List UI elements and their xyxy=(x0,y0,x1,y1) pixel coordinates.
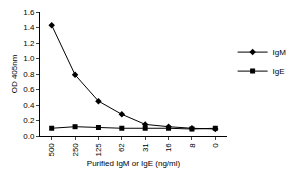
svg-text:Purified IgM or IgE (ng/ml): Purified IgM or IgE (ng/ml) xyxy=(87,159,181,168)
svg-text:1.6: 1.6 xyxy=(23,8,35,17)
svg-text:0.4: 0.4 xyxy=(23,101,35,110)
svg-text:250: 250 xyxy=(71,143,80,157)
svg-text:1.4: 1.4 xyxy=(23,23,35,32)
svg-text:8: 8 xyxy=(188,143,197,148)
svg-text:1.0: 1.0 xyxy=(23,54,35,63)
svg-text:0.0: 0.0 xyxy=(23,132,35,141)
svg-text:1.2: 1.2 xyxy=(23,39,35,48)
svg-text:62: 62 xyxy=(117,143,126,152)
svg-text:IgE: IgE xyxy=(273,67,285,76)
svg-text:125: 125 xyxy=(94,143,103,157)
svg-text:0: 0 xyxy=(211,143,220,148)
svg-text:16: 16 xyxy=(164,143,173,152)
svg-text:OD 405nm: OD 405nm xyxy=(10,54,19,93)
svg-text:0.8: 0.8 xyxy=(23,70,35,79)
svg-text:IgM: IgM xyxy=(273,48,287,57)
svg-text:0.6: 0.6 xyxy=(23,85,35,94)
svg-text:31: 31 xyxy=(141,143,150,152)
svg-text:0.2: 0.2 xyxy=(23,116,35,125)
svg-text:500: 500 xyxy=(47,143,56,157)
